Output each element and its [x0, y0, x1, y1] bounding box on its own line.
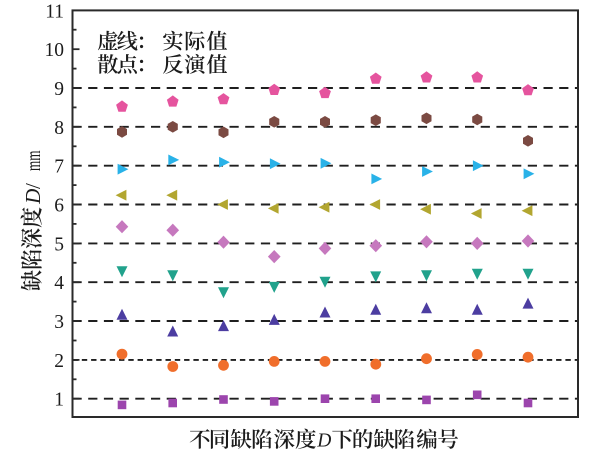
svg-text:7: 7 — [54, 157, 64, 178]
svg-text:2: 2 — [54, 351, 64, 372]
svg-text:8: 8 — [54, 118, 64, 139]
svg-text:mm: mm — [21, 150, 45, 171]
svg-text:1: 1 — [54, 390, 64, 411]
svg-text:11: 11 — [45, 1, 64, 22]
svg-text:4: 4 — [54, 273, 64, 294]
svg-text:5: 5 — [54, 234, 64, 255]
svg-text:/: / — [21, 183, 45, 189]
svg-text:9: 9 — [54, 79, 64, 100]
svg-text:D: D — [316, 431, 331, 452]
svg-text:D: D — [21, 189, 45, 205]
svg-text:3: 3 — [54, 312, 64, 333]
svg-text:10: 10 — [45, 40, 65, 61]
svg-text:6: 6 — [54, 196, 64, 217]
